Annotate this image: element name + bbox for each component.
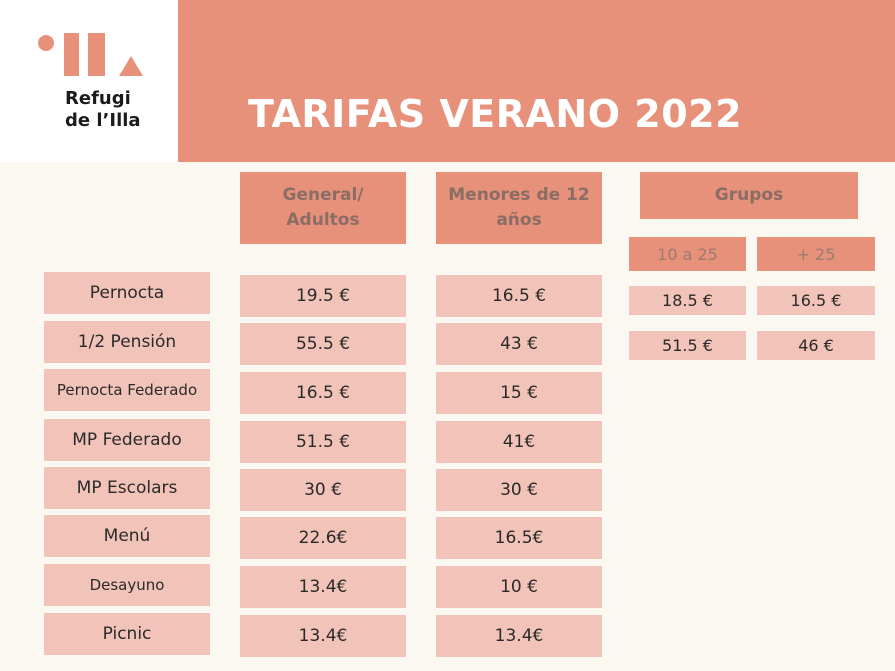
- price-general: 19.5 €: [240, 275, 406, 317]
- price-general: 22.6€: [240, 517, 406, 559]
- price-general: 51.5 €: [240, 421, 406, 463]
- price-general: 16.5 €: [240, 372, 406, 414]
- logo-line-1: Refugi: [65, 88, 131, 109]
- logo: Refugi de l’Illa: [0, 0, 178, 162]
- header-band: TARIFAS VERANO 2022: [178, 0, 895, 162]
- price-menores: 30 €: [436, 469, 602, 511]
- group-price-10-25-pernocta: 18.5 €: [629, 286, 746, 315]
- price-menores: 13.4€: [436, 615, 602, 657]
- page-title: TARIFAS VERANO 2022: [248, 92, 743, 136]
- group-price-plus-25-media-pension: 46 €: [757, 331, 875, 360]
- row-label: Pernocta: [44, 272, 210, 314]
- row-label: Desayuno: [44, 564, 210, 606]
- row-label: Menú: [44, 515, 210, 557]
- logo-text: Refugi de l’Illa: [65, 88, 175, 132]
- price-general: 13.4€: [240, 615, 406, 657]
- row-label: 1/2 Pensión: [44, 321, 210, 363]
- price-general: 30 €: [240, 469, 406, 511]
- price-general: 13.4€: [240, 566, 406, 608]
- logo-bar-shape: [64, 33, 79, 76]
- price-menores: 41€: [436, 421, 602, 463]
- row-label: Pernocta Federado: [44, 369, 210, 411]
- logo-dot-shape: [38, 35, 54, 51]
- price-menores: 16.5€: [436, 517, 602, 559]
- price-menores: 15 €: [436, 372, 602, 414]
- subheader-plus-25: + 25: [757, 237, 875, 271]
- logo-line-2: de l’Illa: [65, 110, 141, 131]
- row-label: MP Escolars: [44, 467, 210, 509]
- logo-triangle-shape: [119, 56, 143, 76]
- row-label: MP Federado: [44, 419, 210, 461]
- column-header-grupos: Grupos: [640, 172, 858, 219]
- group-price-10-25-media-pension: 51.5 €: [629, 331, 746, 360]
- row-label: Picnic: [44, 613, 210, 655]
- column-header-menores: Menores de 12 años: [436, 172, 602, 244]
- price-menores: 16.5 €: [436, 275, 602, 317]
- price-general: 55.5 €: [240, 323, 406, 365]
- logo-bar-shape: [88, 33, 105, 76]
- price-menores: 43 €: [436, 323, 602, 365]
- column-header-general: General/ Adultos: [240, 172, 406, 244]
- group-price-plus-25-pernocta: 16.5 €: [757, 286, 875, 315]
- subheader-10-a-25: 10 a 25: [629, 237, 746, 271]
- price-menores: 10 €: [436, 566, 602, 608]
